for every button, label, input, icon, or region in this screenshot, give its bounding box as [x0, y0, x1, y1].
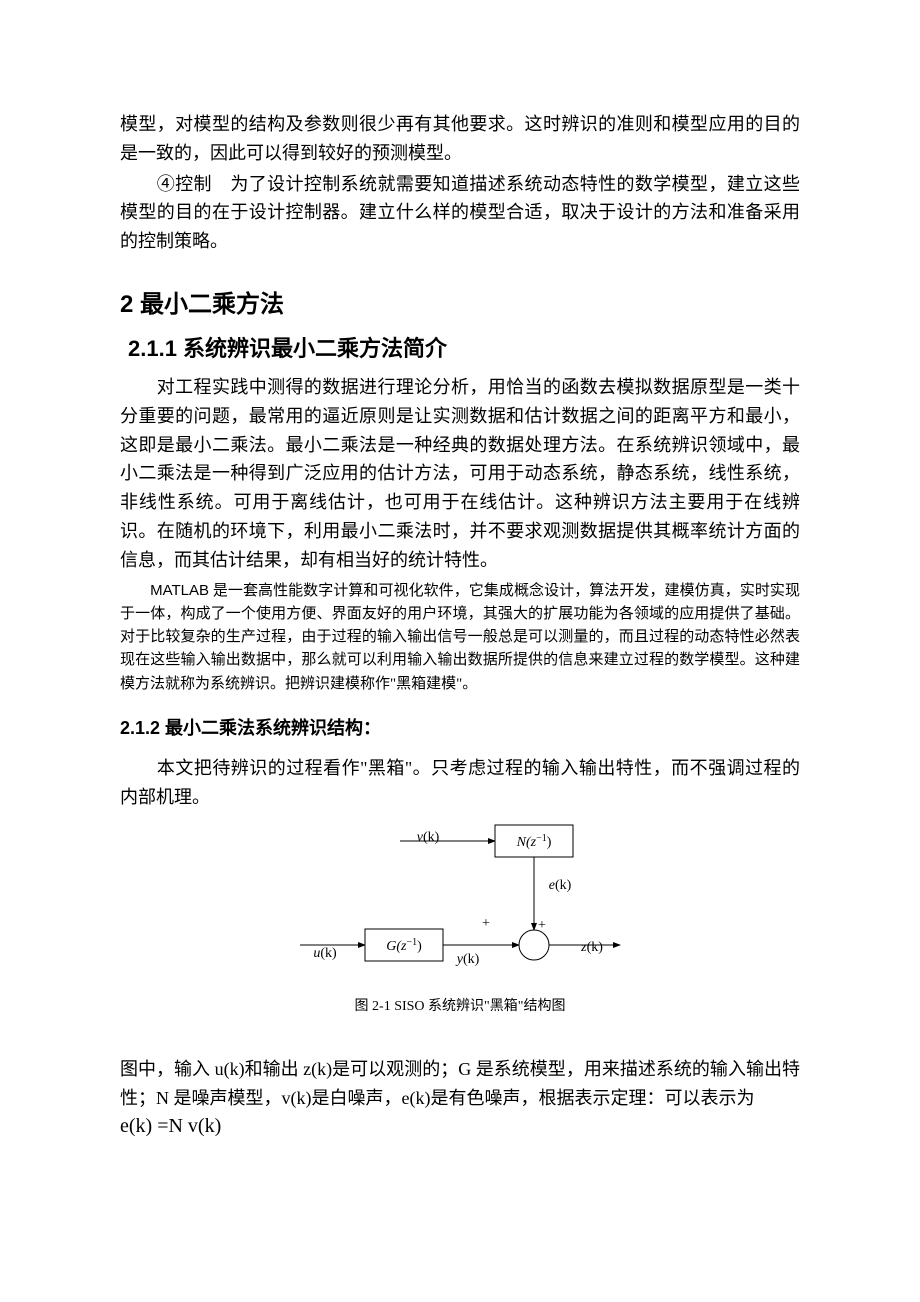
svg-text:G(z−1): G(z−1) [386, 937, 422, 954]
paragraph-continuation: 模型，对模型的结构及参数则很少再有其他要求。这时辨识的准则和模型应用的目的是一致… [120, 110, 800, 168]
heading-section-2: 2 最小二乘方法 [120, 284, 800, 319]
svg-text:z(k): z(k) [580, 940, 603, 955]
siso-block-diagram: G(z−1) N(z−1) u(k) v(k) y(k) e(k) z(k) + + [270, 821, 650, 991]
svg-text:y(k): y(k) [455, 952, 480, 967]
svg-text:e(k): e(k) [549, 878, 572, 893]
heading-subsection-2-1-2: 2.1.2 最小二乘法系统辨识结构： [120, 714, 800, 740]
svg-text:+: + [538, 918, 546, 933]
document-page: 模型，对模型的结构及参数则很少再有其他要求。这时辨识的准则和模型应用的目的是一致… [0, 0, 920, 1198]
svg-text:v(k): v(k) [417, 830, 440, 845]
svg-text:u(k): u(k) [313, 946, 337, 961]
figure-caption: 图 2-1 SISO 系统辨识"黑箱"结构图 [120, 995, 800, 1015]
matlab-rest: 是一套高性能数字计算和可视化软件，它集成概念设计，算法开发，建模仿真，实时实现于… [120, 583, 800, 692]
paragraph-control: ④控制 为了设计控制系统就需要知道描述系统动态特性的数学模型，建立这些模型的目的… [120, 170, 800, 256]
paragraph-matlab: MATLAB 是一套高性能数字计算和可视化软件，它集成概念设计，算法开发，建模仿… [120, 579, 800, 696]
svg-text:+: + [482, 916, 490, 931]
svg-text:N(z−1): N(z−1) [516, 833, 552, 850]
paragraph-diagram-explain: 图中，输入 u(k)和输出 z(k)是可以观测的；G 是系统模型，用来描述系统的… [120, 1055, 800, 1113]
matlab-word: MATLAB [150, 582, 209, 599]
equation-ek: e(k) =N v(k) [120, 1115, 800, 1138]
paragraph-blackbox: 本文把待辨识的过程看作"黑箱"。只考虑过程的输入输出特性，而不强调过程的内部机理… [120, 754, 800, 812]
diagram-container: G(z−1) N(z−1) u(k) v(k) y(k) e(k) z(k) + + [120, 821, 800, 991]
heading-subsection-2-1-1: 2.1.1 系统辨识最小二乘方法简介 [128, 331, 800, 363]
paragraph-ls-intro: 对工程实践中测得的数据进行理论分析，用恰当的函数去模拟数据原型是一类十分重要的问… [120, 373, 800, 575]
